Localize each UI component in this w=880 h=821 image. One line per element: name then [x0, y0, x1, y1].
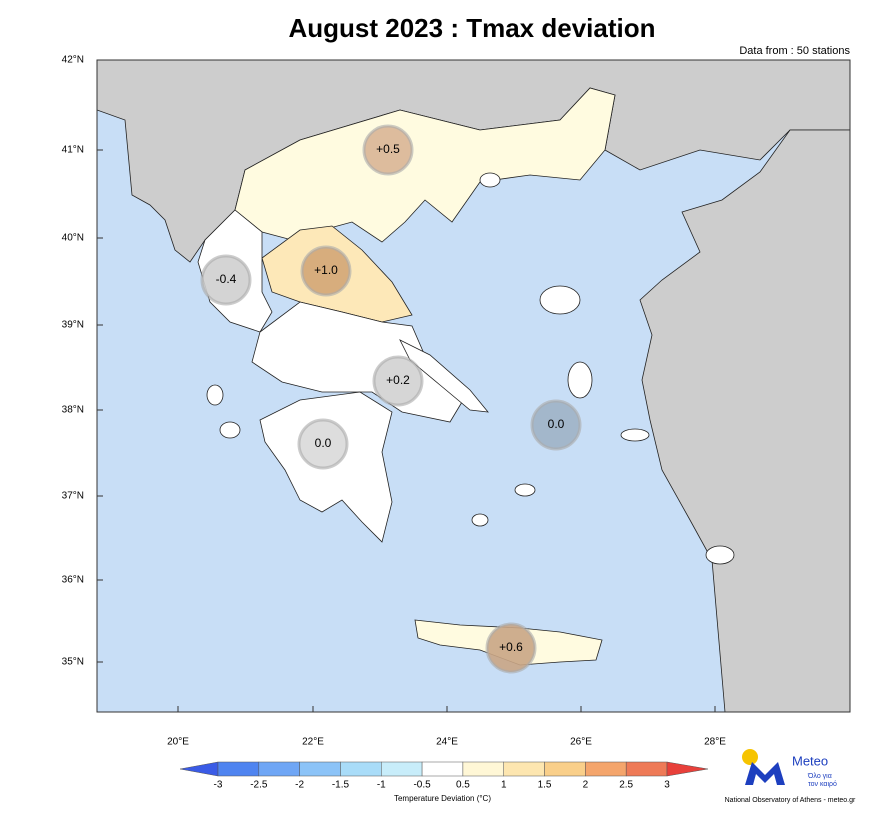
colorbar-segment: [585, 761, 627, 777]
station-label: +1.0: [314, 263, 338, 277]
island: [539, 285, 581, 315]
logo-mark: [745, 762, 785, 785]
colorbar-tick-label: -0.5: [413, 780, 431, 791]
logo-credit: National Observatory of Athens - meteo.g…: [725, 797, 856, 804]
colorbar-segment: [217, 761, 260, 777]
station-bubble: [372, 355, 424, 407]
island: [479, 172, 501, 188]
lon-label: 26°E: [570, 737, 592, 748]
lat-label: 40°N: [62, 233, 84, 244]
colorbar-end: [179, 761, 219, 777]
station-label: +0.2: [386, 373, 410, 387]
lon-label: 24°E: [436, 737, 458, 748]
station-label: 0.0: [315, 436, 332, 450]
island: [219, 421, 241, 439]
colorbar-segment: [258, 761, 300, 777]
lon-label: 22°E: [302, 737, 324, 748]
logo: Meteo Όλο για τον καιρό National Observa…: [725, 749, 856, 804]
colorbar-tick-label: 1.5: [538, 780, 552, 791]
station-bubble: [530, 399, 582, 451]
island: [705, 545, 735, 565]
station-bubble: [300, 245, 352, 297]
lat-label: 36°N: [62, 575, 84, 586]
colorbar-label: Temperature Deviation (°C): [394, 794, 491, 803]
logo-sun: [742, 749, 758, 765]
colorbar-end: [666, 761, 709, 777]
neighbor-land-east: [639, 129, 851, 713]
colorbar-segment: [340, 761, 382, 777]
station-label: +0.6: [499, 640, 523, 654]
colorbar-tick-label: 3: [664, 780, 670, 791]
colorbar-tick-label: -1.5: [332, 780, 350, 791]
logo-tagline: τον καιρό: [808, 780, 837, 788]
lat-label: 39°N: [62, 320, 84, 331]
logo-tagline: Όλο για: [807, 773, 832, 780]
island: [514, 483, 536, 497]
station-bubble: [485, 622, 537, 674]
station-bubble: [200, 254, 252, 306]
colorbar-tick-label: 2: [583, 780, 589, 791]
lat-label: 41°N: [62, 145, 84, 156]
map-frame: [96, 59, 851, 713]
colorbar-tick-label: -2.5: [250, 780, 268, 791]
island: [567, 361, 593, 399]
colorbar-tick-label: -2: [295, 780, 304, 791]
colorbar-segment: [544, 761, 586, 777]
colorbar-segment: [462, 761, 504, 777]
lat-label: 35°N: [62, 657, 84, 668]
lon-label: 20°E: [167, 737, 189, 748]
lat-label: 38°N: [62, 405, 84, 416]
title: August 2023 : Tmax deviation: [289, 13, 656, 43]
station-label: 0.0: [548, 417, 565, 431]
colorbar-segment: [381, 761, 423, 777]
island: [206, 384, 224, 406]
station-label: +0.5: [376, 142, 400, 156]
island: [471, 513, 489, 527]
colorbar-tick-label: 1: [501, 780, 507, 791]
colorbar-segment: [625, 761, 668, 777]
colorbar-segment: [299, 761, 341, 777]
colorbar-segment: [503, 761, 545, 777]
logo-name: Meteo: [792, 753, 828, 768]
station-bubble: [362, 124, 414, 176]
island: [620, 428, 650, 442]
map-area: [96, 59, 851, 713]
lat-label: 37°N: [62, 491, 84, 502]
colorbar-tick-label: 0.5: [456, 780, 470, 791]
source-note: Data from : 50 stations: [739, 45, 850, 57]
colorbar-segment: [421, 761, 464, 777]
lat-label: 42°N: [62, 55, 84, 66]
colorbar-tick-label: 2.5: [619, 780, 633, 791]
colorbar-tick-label: -1: [377, 780, 386, 791]
colorbar-tick-label: -3: [214, 780, 223, 791]
lon-label: 28°E: [704, 737, 726, 748]
station-bubble: [297, 418, 349, 470]
station-label: -0.4: [216, 272, 237, 286]
